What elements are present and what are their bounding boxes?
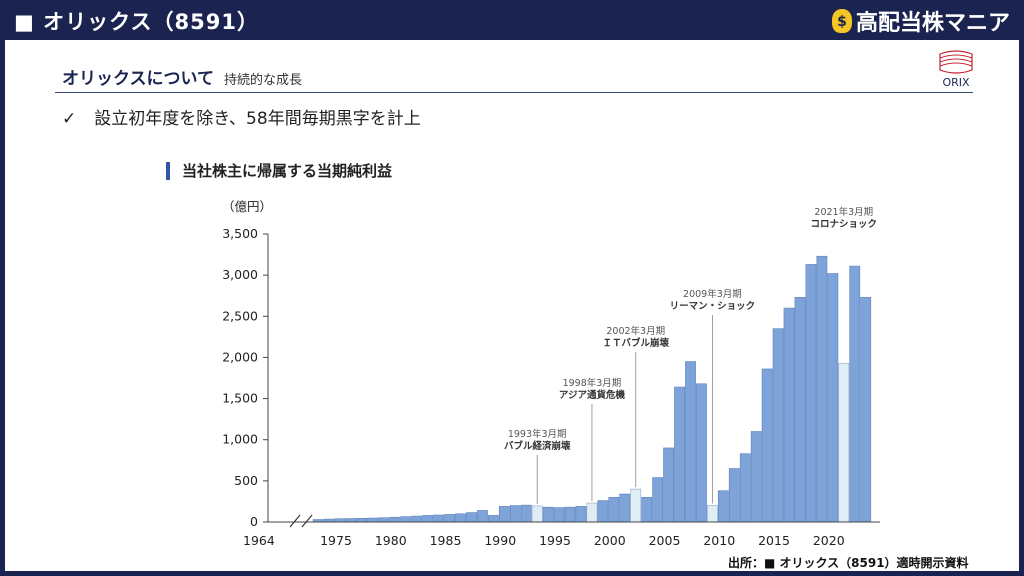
bar-1996 [564,506,576,523]
bar-1989 [487,515,499,523]
x-tick-label: 1975 [320,533,352,548]
bar-2021 [838,362,850,523]
subheading-text: 持続的な成長 [223,73,302,88]
annotation-event: コロナショック [811,219,878,230]
annotation-event: バブル経済崩壊 [504,440,571,452]
axis-break-mark [289,514,301,528]
bar-1980 [389,516,401,523]
axis-break-mark [301,514,313,528]
y-tick-label: 3,500 [222,226,258,241]
bar-1995 [553,507,565,523]
bar-2011 [728,468,740,523]
x-tick-label: 1964 [243,533,275,548]
bar-1978 [367,517,379,523]
bar-2013 [750,431,762,523]
bar-1997 [575,506,587,523]
y-tick-label: 2,500 [222,308,258,323]
bar-2020 [827,273,839,523]
bar-1998 [586,502,598,523]
heading-divider [55,92,973,93]
chart-title: 当社株主に帰属する当期純利益 [166,162,392,180]
bar-1993 [531,505,543,523]
bar-1982 [411,515,423,523]
y-tick-label: 3,000 [222,267,258,282]
bar-1981 [400,516,412,523]
x-tick-label: 1990 [484,533,516,548]
bar-1988 [477,510,488,523]
heading-text: オリックスについて [62,69,214,89]
bar-2018 [805,264,817,523]
bar-2019 [816,255,828,523]
source-note: 出所：■ オリックス（8591）適時開示資料 [728,556,969,570]
bar-2017 [794,297,806,523]
bar-1999 [597,500,609,523]
annotation-date: 2021年3月期 [814,206,873,218]
bar-1984 [433,514,445,523]
y-tick-label: 0 [250,514,258,529]
bar-2014 [761,368,773,523]
bar-1994 [542,506,554,523]
bar-2001 [619,493,631,523]
logo-text: ORIX [942,76,970,89]
header-bar: ■ オリックス（8591） $ 高配当株マニア [0,0,1024,40]
bar-2006 [674,386,685,523]
section-heading: オリックスについて 持続的な成長 [62,64,302,89]
bar-2008 [696,383,707,523]
y-tick-label: 500 [234,473,258,488]
bar-2007 [685,361,696,523]
bullet-point: ✓ 設立初年度を除き、58年間毎期黒字を計上 [62,104,421,129]
x-tick-label: 2015 [758,533,790,548]
bar-2005 [663,447,674,523]
annotation-date: 1998年3月期 [563,377,622,389]
annotation-event: ＩＴバブル崩壊 [602,337,669,349]
annotation-date: 2002年3月期 [606,325,665,337]
money-bag-icon: $ [831,9,852,33]
x-tick-label: 2000 [594,533,626,548]
bar-2009 [706,505,718,523]
bar-2004 [652,477,664,523]
bar-1991 [509,505,521,523]
bar-2003 [641,497,653,523]
bar-1977 [356,517,368,523]
x-tick-label: 1995 [539,533,571,548]
bar-2023 [860,297,872,523]
x-tick-label: 2020 [813,533,845,548]
x-tick-label: 2010 [703,533,735,548]
y-tick-label: 1,500 [222,391,258,406]
bar-1992 [520,504,532,523]
x-tick-label: 1980 [375,533,407,548]
bar-2016 [783,307,795,523]
bar-2012 [739,453,751,523]
y-tick-label: 2,000 [222,349,258,364]
bar-2000 [608,497,620,523]
brand: $ 高配当株マニア [831,5,1010,37]
bullet-text: 設立初年度を除き、58年間毎期黒字を計上 [94,109,421,129]
orix-logo: ORIX [939,50,973,89]
bar-1979 [378,517,390,523]
y-unit-label: （億円） [222,199,272,214]
check-icon: ✓ [62,109,77,129]
bar-2022 [849,265,861,523]
bar-2010 [717,490,729,523]
annotation-event: リーマン・ショック [670,301,756,312]
bar-1985 [444,514,455,523]
bar-2015 [772,328,784,523]
x-tick-label: 2005 [649,533,681,548]
brand-name: 高配当株マニア [855,11,1010,36]
y-tick-label: 1,000 [222,432,258,447]
bar-1976 [345,518,357,523]
annotation-date: 2009年3月期 [683,288,742,300]
bar-1987 [466,512,477,523]
page-title: ■ オリックス（8591） [14,10,259,34]
bar-1990 [498,506,510,523]
x-tick-label: 1985 [430,533,462,548]
bar-1986 [455,513,466,523]
bar-1983 [422,515,434,523]
annotation-event: アジア通貨危機 [559,389,626,401]
annotation-date: 1993年3月期 [508,428,567,440]
bar-2002 [630,488,642,523]
